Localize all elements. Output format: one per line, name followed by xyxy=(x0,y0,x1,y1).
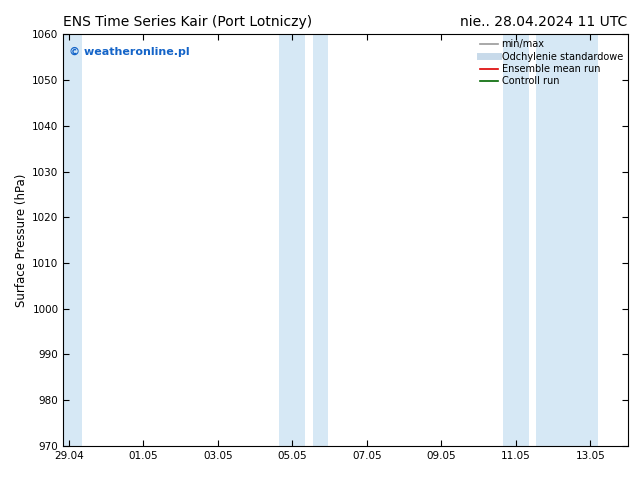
Y-axis label: Surface Pressure (hPa): Surface Pressure (hPa) xyxy=(15,173,28,307)
Bar xyxy=(280,34,306,446)
Legend: min/max, Odchylenie standardowe, Ensemble mean run, Controll run: min/max, Odchylenie standardowe, Ensembl… xyxy=(477,36,626,89)
Text: ENS Time Series Kair (Port Lotniczy): ENS Time Series Kair (Port Lotniczy) xyxy=(63,15,313,29)
Bar xyxy=(536,34,598,446)
Text: nie.. 28.04.2024 11 UTC: nie.. 28.04.2024 11 UTC xyxy=(460,15,628,29)
Text: © weatheronline.pl: © weatheronline.pl xyxy=(69,47,190,57)
Bar xyxy=(503,34,529,446)
Bar xyxy=(63,34,82,446)
Bar xyxy=(313,34,328,446)
